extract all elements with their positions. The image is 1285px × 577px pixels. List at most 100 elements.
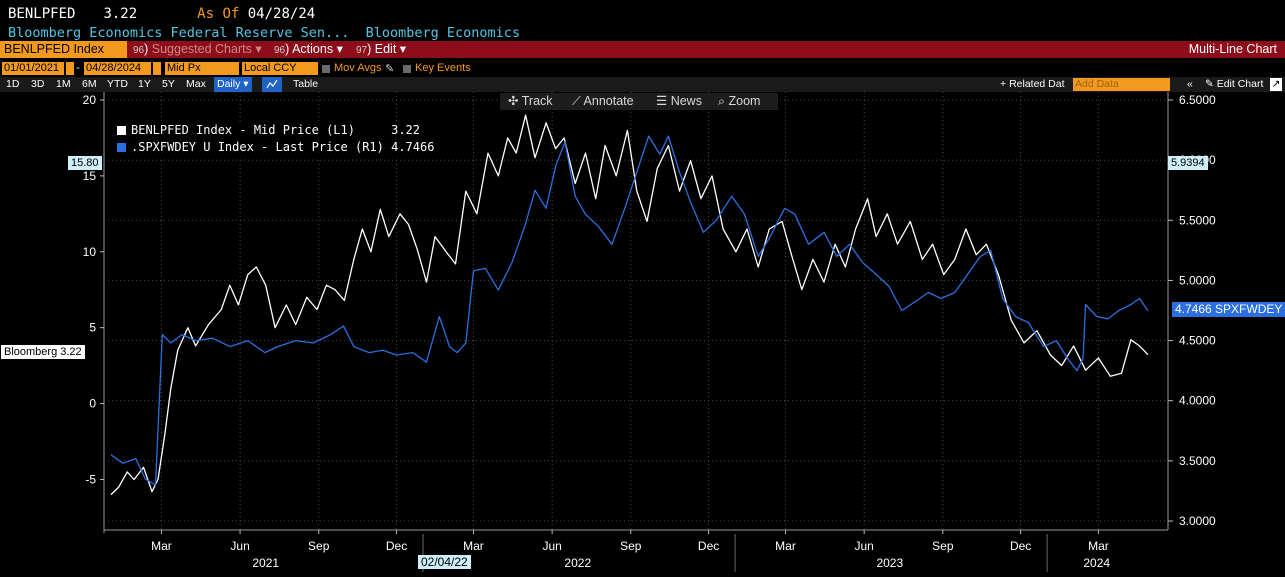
x-tick-label: Jun — [854, 539, 873, 553]
edit-chart-label: Edit Chart — [1216, 78, 1264, 90]
calendar-icon[interactable] — [66, 62, 74, 75]
period-3d[interactable]: 3D — [31, 78, 45, 90]
calendar-icon[interactable] — [153, 62, 161, 75]
security-description: Bloomberg Economics Federal Reserve Sen.… — [8, 25, 520, 41]
pencil-icon[interactable]: ✎ — [385, 63, 395, 75]
spx-last-tag: 4.7466 SPXFWDEY — [1172, 302, 1285, 317]
legend-swatch-spxfwdey — [117, 143, 126, 152]
annotate-label: Annotate — [583, 94, 634, 108]
annotate-button[interactable]: ⟋ Annotate — [572, 94, 634, 108]
period-max[interactable]: Max — [186, 78, 206, 90]
expand-icon[interactable]: ↗ — [1270, 78, 1282, 91]
security-field[interactable]: BENLPFED Index — [0, 41, 127, 58]
right-tick-label: 5.0000 — [1179, 273, 1216, 287]
currency-select[interactable]: Local CCY — [242, 62, 318, 75]
add-data-input[interactable]: Add Data — [1073, 78, 1170, 91]
suggested-num: 96 — [133, 45, 145, 56]
end-date-field[interactable]: 04/28/2024 — [84, 62, 151, 75]
x-tick-label: Dec — [1010, 539, 1031, 553]
track-button[interactable]: ✣ Track — [508, 94, 553, 108]
x-year-label: 2022 — [564, 556, 591, 570]
legend-entry-spxfwdey[interactable]: .SPXFWDEY U Index - Last Price (R1) 4.74… — [131, 140, 434, 154]
left-tick-label: -5 — [85, 472, 96, 486]
x-cursor-date-tag: 02/04/22 — [418, 555, 471, 569]
chart-legend: BENLPFED Index - Mid Price (L1) 3.22 .SP… — [111, 121, 434, 159]
chart-type-title: Multi-Line Chart — [1188, 42, 1277, 56]
track-label: Track — [521, 94, 553, 108]
key-events-label[interactable]: Key Events — [415, 62, 471, 74]
edit-chart-button[interactable]: ✎ Edit Chart — [1205, 78, 1264, 90]
period-bar: 1D 3D 1M 6M YTD 1Y 5Y Max Daily ▾ Table + Relat… — [0, 77, 1285, 92]
chart-area[interactable]: 6.50006.00005.50005.00004.50004.00003.50… — [0, 92, 1285, 577]
dropdown-arrow-icon: ▾ — [399, 42, 407, 56]
period-1m[interactable]: 1M — [56, 78, 71, 90]
menu-bar: BENLPFED Index 96) Suggested Charts ▾ 96… — [0, 41, 1285, 58]
table-button[interactable]: Table — [293, 78, 319, 90]
news-button[interactable]: ☰ News — [656, 94, 702, 108]
x-tick-label: Mar — [775, 539, 796, 553]
news-label: News — [670, 94, 702, 108]
x-tick-label: Mar — [1088, 539, 1109, 553]
as-of-label: As Of — [197, 6, 240, 22]
related-data-button[interactable]: + Related Dat — [1000, 78, 1065, 90]
legend-name-spxfwdey: .SPXFWDEY U Index - Last Price (R1) — [131, 140, 384, 154]
legend-last-spxfwdey: 4.7466 — [391, 140, 435, 154]
as-of-date: 04/28/24 — [247, 6, 316, 22]
dropdown-arrow-icon: ▾ — [336, 42, 343, 56]
chart-style-icon[interactable] — [262, 77, 282, 92]
period-1y[interactable]: 1Y — [138, 78, 151, 90]
source: Bloomberg Economics — [365, 25, 521, 41]
start-date-field[interactable]: 01/01/2021 — [2, 62, 64, 75]
series-line-spxfwdey[interactable] — [110, 135, 1149, 486]
zoom-button[interactable]: ⌕ Zoom — [718, 94, 761, 108]
legend-entry-benlpfed[interactable]: BENLPFED Index - Mid Price (L1) 3.22 — [131, 123, 420, 137]
right-tick-label: 5.5000 — [1179, 213, 1216, 227]
x-tick-label: Mar — [463, 539, 484, 553]
series-line-benlpfed[interactable] — [110, 114, 1149, 496]
left-cursor-tag: 15.80 — [68, 156, 102, 170]
price-field-select[interactable]: Mid Px — [165, 62, 239, 75]
x-tick-label: Jun — [542, 539, 561, 553]
legend-last-benlpfed: 3.22 — [391, 123, 420, 137]
checkbox-icon[interactable] — [322, 65, 330, 73]
x-tick-label: Sep — [932, 539, 954, 553]
actions-menu[interactable]: 96) Actions ▾ — [274, 42, 343, 56]
security-header: BENLPFED 3.22 As Of 04/28/24 — [8, 6, 315, 22]
right-cursor-tag: 5.9394 — [1168, 156, 1208, 170]
chart-controls: ✣ Track ⟋ Annotate ☰ News ⌕ Zoom — [500, 93, 778, 110]
right-tick-label: 4.5000 — [1179, 334, 1216, 348]
suggested-charts-menu[interactable]: 96) Suggested Charts ▾ — [133, 42, 262, 56]
right-tick-label: 3.0000 — [1179, 514, 1216, 528]
period-5y[interactable]: 5Y — [162, 78, 175, 90]
edit-menu[interactable]: 97) Edit ▾ — [356, 42, 407, 56]
last-value: 3.22 — [103, 6, 138, 22]
right-tick-label: 6.5000 — [1179, 93, 1216, 107]
range-dash: - — [76, 62, 80, 74]
actions-label: Actions — [292, 42, 334, 56]
collapse-icon[interactable]: « — [1187, 78, 1193, 90]
x-tick-label: Mar — [151, 539, 172, 553]
legend-swatch-benlpfed — [117, 126, 126, 135]
x-tick-label: Sep — [308, 539, 330, 553]
x-year-label: 2021 — [252, 556, 279, 570]
line-chart-icon — [266, 79, 278, 89]
left-tick-label: 5 — [89, 321, 96, 335]
left-tick-label: 15 — [83, 169, 97, 183]
suggested-label: Suggested Charts — [151, 42, 252, 56]
right-tick-label: 3.5000 — [1179, 454, 1216, 468]
x-tick-label: Dec — [386, 539, 407, 553]
x-tick-label: Jun — [230, 539, 249, 553]
frequency-label: Daily — [217, 78, 241, 90]
period-1d[interactable]: 1D — [6, 78, 20, 90]
legend-name-benlpfed: BENLPFED Index - Mid Price (L1) — [131, 123, 355, 137]
edit-label: Edit — [374, 42, 397, 56]
mov-avgs-label[interactable]: Mov Avgs — [334, 62, 382, 74]
edit-num: 97 — [356, 45, 368, 56]
frequency-select[interactable]: Daily ▾ — [214, 77, 252, 92]
left-tick-label: 10 — [83, 245, 97, 259]
period-ytd[interactable]: YTD — [107, 78, 128, 90]
checkbox-icon[interactable] — [403, 65, 411, 73]
related-data-label: Related Dat — [1009, 78, 1065, 90]
period-6m[interactable]: 6M — [82, 78, 97, 90]
x-tick-label: Sep — [620, 539, 642, 553]
